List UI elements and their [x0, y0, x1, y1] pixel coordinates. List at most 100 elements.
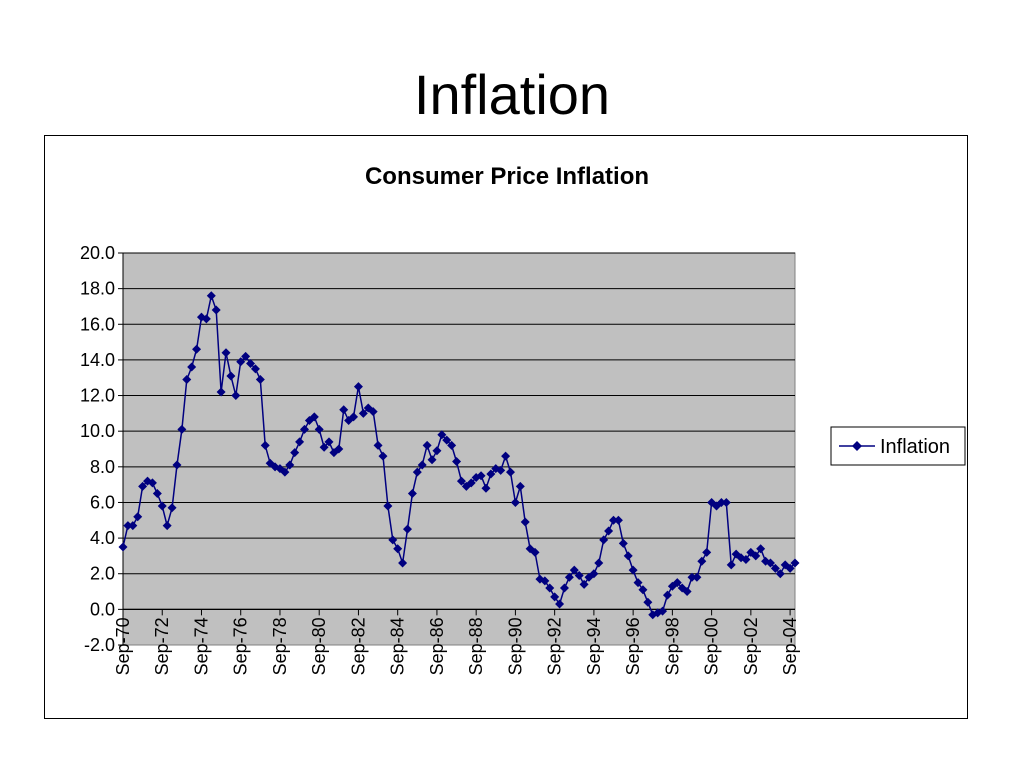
x-tick-label: Sep-00 [702, 617, 722, 675]
data-point [672, 578, 682, 588]
data-point [555, 599, 565, 609]
data-point [545, 583, 555, 593]
data-point [486, 469, 496, 479]
x-tick-label: Sep-92 [545, 617, 565, 675]
data-point [510, 497, 520, 507]
y-tick-label: 8.0 [90, 457, 115, 477]
x-tick-label: Sep-76 [231, 617, 251, 675]
x-tick-label: Sep-02 [741, 617, 761, 675]
data-point [618, 538, 628, 548]
data-point [231, 391, 241, 401]
slide-title: Inflation [413, 63, 611, 126]
data-point [721, 497, 731, 507]
data-point [295, 437, 305, 447]
data-point [162, 521, 172, 531]
data-point [398, 558, 408, 568]
data-point [432, 446, 442, 456]
data-point [790, 558, 800, 568]
data-point [187, 362, 197, 372]
x-tick-label: Sep-84 [388, 617, 408, 675]
y-tick-label: 12.0 [80, 386, 115, 406]
data-point [167, 503, 177, 513]
data-point [692, 572, 702, 582]
data-point [756, 544, 766, 554]
data-point [623, 551, 633, 561]
data-point [123, 521, 133, 531]
data-point [520, 517, 530, 527]
x-tick-label: Sep-82 [348, 617, 368, 675]
data-point [525, 544, 535, 554]
data-point [589, 569, 599, 579]
data-point [133, 512, 143, 522]
data-point [653, 608, 663, 618]
data-point [442, 435, 452, 445]
data-point [324, 437, 334, 447]
y-tick-label: 14.0 [80, 350, 115, 370]
data-point [216, 387, 226, 397]
inflation-line-chart: Consumer Price Inflation 20.0 18.0 16.0 14.0… [80, 163, 966, 675]
data-point [334, 444, 344, 454]
data-point [638, 585, 648, 595]
y-tick-label: 18.0 [80, 279, 115, 299]
data-point [236, 357, 246, 367]
data-point [702, 547, 712, 557]
data-point [437, 430, 447, 440]
y-tick-label: 20.0 [80, 243, 115, 263]
data-point [177, 424, 187, 434]
y-tick-label: 10.0 [80, 421, 115, 441]
data-point [353, 382, 363, 392]
data-point [412, 467, 422, 477]
data-point [506, 467, 516, 477]
data-point [456, 476, 466, 486]
data-point [373, 440, 383, 450]
y-tick-label: 0.0 [90, 599, 115, 619]
data-point [358, 408, 368, 418]
data-point [564, 572, 574, 582]
x-tick-label: Sep-74 [191, 617, 211, 675]
data-point [584, 572, 594, 582]
data-point [157, 501, 167, 511]
data-point [785, 563, 795, 573]
data-point [172, 460, 182, 470]
data-point [609, 515, 619, 525]
data-point [393, 544, 403, 554]
data-point [417, 460, 427, 470]
legend-marker [852, 441, 862, 451]
data-point [260, 440, 270, 450]
x-tick-label: Sep-72 [152, 617, 172, 675]
data-point [339, 405, 349, 415]
data-point [559, 583, 569, 593]
data-point [152, 489, 162, 499]
data-point [368, 407, 378, 417]
y-tick-label: -2.0 [84, 635, 115, 655]
data-point [765, 558, 775, 568]
data-point [628, 565, 638, 575]
data-point [770, 563, 780, 573]
data-point [540, 576, 550, 586]
data-point [319, 442, 329, 452]
data-point [687, 572, 697, 582]
data-point [501, 451, 511, 461]
data-point [476, 471, 486, 481]
legend-label: Inflation [880, 436, 950, 458]
data-point [662, 590, 672, 600]
data-point [128, 521, 138, 531]
chart-area: Consumer Price Inflation 20.0 18.0 16.0 14.0… [44, 135, 968, 719]
data-point [716, 497, 726, 507]
data-point [697, 556, 707, 566]
data-point [285, 460, 295, 470]
data-point [633, 578, 643, 588]
x-tick-label: Sep-98 [662, 617, 682, 675]
y-tick-label: 4.0 [90, 528, 115, 548]
data-point [314, 424, 324, 434]
data-point [613, 515, 623, 525]
data-point [246, 358, 256, 368]
data-point [604, 526, 614, 536]
x-tick-label: Sep-88 [466, 617, 486, 675]
data-point [299, 424, 309, 434]
data-point [407, 489, 417, 499]
x-tick-label: Sep-86 [427, 617, 447, 675]
x-tick-label: Sep-70 [113, 617, 133, 675]
data-point [466, 478, 476, 488]
data-point [741, 554, 751, 564]
